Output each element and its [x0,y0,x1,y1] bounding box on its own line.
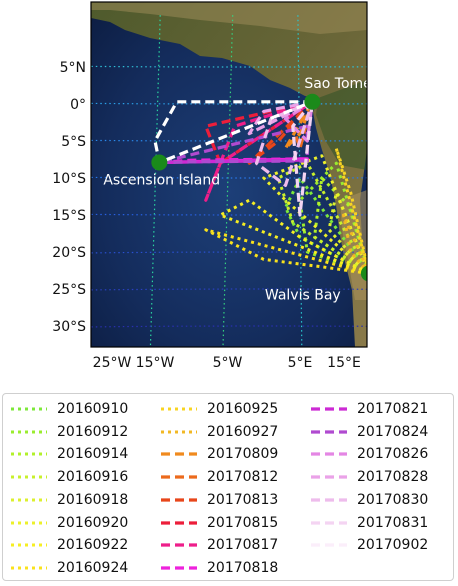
lat-tick-label: 5°N [60,60,86,76]
parallel-line [91,288,367,291]
legend-swatch [11,430,47,434]
parallel-line [91,325,367,328]
legend-label: 20160924 [57,559,129,576]
lat-tick-label: 25°S [52,282,86,298]
parallel-line [91,213,367,216]
legend-label: 20160918 [57,491,129,508]
legend-swatch [161,566,197,570]
ascension-island-label: Ascension Island [103,172,220,188]
track-20170813 [247,100,314,165]
sahara-tint [91,2,367,34]
legend-label: 20170809 [207,446,279,463]
legend-label: 20160925 [207,401,279,417]
meridian-line [297,15,303,347]
walvis-bay-label: Walvis Bay [265,287,341,303]
legend-label: 20170824 [357,423,429,440]
legend: 20160910 20160912 20160914 20160916 20160918… [2,393,454,581]
lon-tick-label: 15°W [136,355,175,371]
legend-label: 20160920 [57,514,129,531]
track-20160924 [204,228,367,275]
lon-tick-label: 5°E [288,355,313,371]
lat-tick-label: 15°S [52,208,86,224]
track-20160922 [218,198,367,275]
parallel-line [91,176,367,179]
track-20160920 [262,154,367,274]
parallel-line [91,102,367,105]
legend-label: 20170817 [207,537,279,554]
ascension-island-marker [151,154,168,171]
legend-swatch [161,498,197,502]
meridian-line [149,15,161,347]
lat-tick-label: 0° [70,97,86,113]
map-figure: Sao Tome Ascension Island Walvis Bay 5°N 0°… [52,1,374,371]
legend-swatch [161,407,197,411]
track-20170828 [247,100,314,136]
legend-label: 20170828 [357,469,429,486]
legend-label: 20170826 [357,446,429,463]
legend-swatch [311,407,347,411]
sao-tome-marker [304,93,321,110]
track-20170902 [153,100,313,165]
legend-swatch [11,566,47,570]
lat-tick-label: 5°S [61,134,86,150]
lon-tick-label: 15°E [327,355,361,371]
lat-tick-label: 20°S [52,245,86,261]
legend-label: 20160914 [57,446,129,463]
track-20160912 [298,161,367,275]
track-20170817 [204,100,314,202]
legend-swatch [161,475,197,479]
legend-label: 20170815 [207,514,279,531]
track-20170831 [291,100,314,217]
legend-swatch [161,543,197,547]
legend-swatch [161,452,197,456]
lat-tick-label: 10°S [52,171,86,187]
track-20160925 [334,146,367,273]
legend-label: 20170812 [207,469,279,486]
legend-label: 20160912 [57,423,129,440]
parallel-line [91,139,367,142]
legend-swatch [161,520,197,525]
legend-swatch [11,498,47,502]
legend-label: 20170821 [357,401,429,417]
legend-label: 20160927 [207,423,279,440]
legend-swatch [311,520,347,525]
africa-landmass [91,2,367,347]
legend-swatch [161,430,197,434]
meridian-line [370,15,374,370]
legend-swatch [311,543,347,547]
legend-label: 20170813 [207,491,279,508]
legend-swatch [11,521,47,524]
legend-label: 20170830 [357,491,429,508]
legend-swatch [311,498,347,502]
legend-swatch [11,475,47,479]
legend-label: 20160922 [57,537,129,554]
parallel-line [91,65,367,68]
legend-label: 20160916 [57,469,129,486]
legend-swatch [11,452,47,456]
legend-swatch [311,452,347,456]
legend-label: 20160910 [57,401,129,417]
walvis-bay-marker [360,265,367,282]
legend-label: 20170831 [357,514,429,531]
legend-label: 20170902 [357,537,429,554]
map-frame [90,1,368,348]
legend-label: 20170818 [207,559,279,576]
legend-swatch [311,475,347,479]
legend-swatch [311,430,347,434]
legend-swatch [11,407,47,411]
lon-tick-label: 25°W [93,355,132,371]
meridian-line [222,15,234,347]
legend-swatch [11,543,47,547]
lon-tick-label: 5°W [213,355,243,371]
lat-tick-label: 30°S [52,319,86,335]
congo-tint [316,80,367,170]
sao-tome-label: Sao Tome [304,76,371,92]
